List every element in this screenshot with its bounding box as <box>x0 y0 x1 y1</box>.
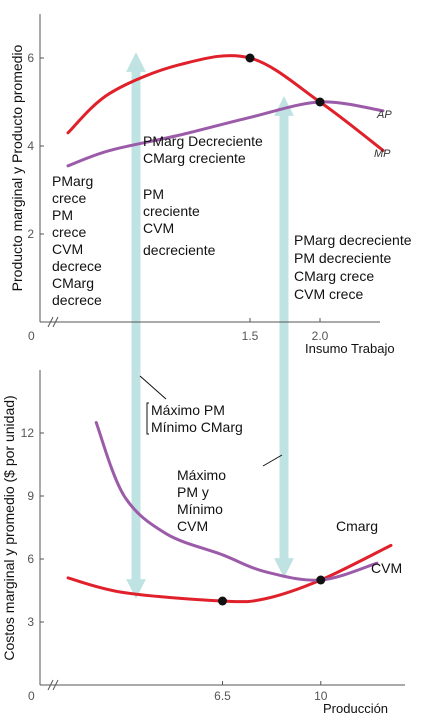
bottom-x-axis-title: Producción <box>323 701 388 716</box>
top-x-tick-label: 1.5 <box>242 329 259 343</box>
bottom-y-tick-label: 6 <box>27 552 34 566</box>
bottom-curves <box>66 421 393 604</box>
top-points <box>245 53 325 107</box>
top-axis-break <box>47 316 54 328</box>
annotation-middle-top: PMarg Decreciente CMarg creciente <box>143 133 267 166</box>
mp-curve-label: MP <box>374 148 391 160</box>
annotation-left-zone: PMarg crece PM crece CVM decrece CMarg d… <box>52 173 106 308</box>
top-origin-label: 0 <box>28 329 35 343</box>
top-x-tick-label: 2.0 <box>312 329 329 343</box>
bottom-chart: 3 6 9 12 6.5 10 0 Costos marginal y promedio… <box>1 370 405 716</box>
bottom-x-ticks: 6.5 10 <box>47 679 328 703</box>
top-curves <box>66 54 385 168</box>
pointer-left <box>139 375 167 400</box>
bottom-y-ticks: 3 6 9 12 <box>21 426 44 629</box>
annotation-max-pm-min-cvm: Máximo PM y Mínimo CVM <box>177 467 230 534</box>
bottom-data-point-1 <box>218 596 227 606</box>
top-y-axis-title: Producto marginal y Producto promedio <box>9 44 25 291</box>
top-x-axis-title: Insumo Trabajo <box>305 341 395 356</box>
bottom-y-tick-label: 3 <box>27 615 34 629</box>
cvm-curve-label: CVM <box>371 560 402 576</box>
annotation-right-zone: PMarg decreciente PM decreciente CMarg c… <box>294 232 415 302</box>
bottom-points <box>218 575 326 606</box>
bottom-data-point-2 <box>316 575 326 585</box>
top-y-ticks: 2 4 6 <box>27 51 44 241</box>
bottom-y-tick-label: 9 <box>27 489 34 503</box>
series-line-cmarg <box>66 543 393 604</box>
bottom-y-tick-label: 12 <box>21 426 35 440</box>
top-chart: 2 4 6 1.5 2.0 0 Producto marginal y Product… <box>9 14 415 356</box>
top-data-point-2 <box>315 97 325 107</box>
top-y-tick-label: 6 <box>27 51 34 65</box>
series-line-mp <box>66 54 385 152</box>
annotation-middle-zone: PM creciente CVM decreciente <box>143 186 216 258</box>
bottom-y-axis-title: Costos marginal y promedio ($ por unidad… <box>1 395 17 660</box>
top-axis-break <box>52 316 59 328</box>
top-x-ticks: 1.5 2.0 <box>47 316 329 343</box>
bottom-axis-break <box>52 679 59 691</box>
bottom-x-tick-label: 6.5 <box>214 689 231 703</box>
bottom-axis-break <box>47 679 54 691</box>
annotation-max-pm-min-cmarg: Máximo PM Mínimo CMarg <box>151 402 243 435</box>
cmarg-curve-label: Cmarg <box>336 518 378 534</box>
series-line-ap <box>66 100 385 168</box>
top-data-point-1 <box>245 53 255 63</box>
bottom-x-tick-label: 10 <box>314 689 328 703</box>
ap-curve-label: AP <box>376 109 392 121</box>
pointer-right <box>262 454 283 467</box>
bracket-left <box>146 402 149 435</box>
top-y-tick-label: 2 <box>27 227 34 241</box>
bottom-origin-label: 0 <box>28 689 35 703</box>
top-y-tick-label: 4 <box>27 139 34 153</box>
